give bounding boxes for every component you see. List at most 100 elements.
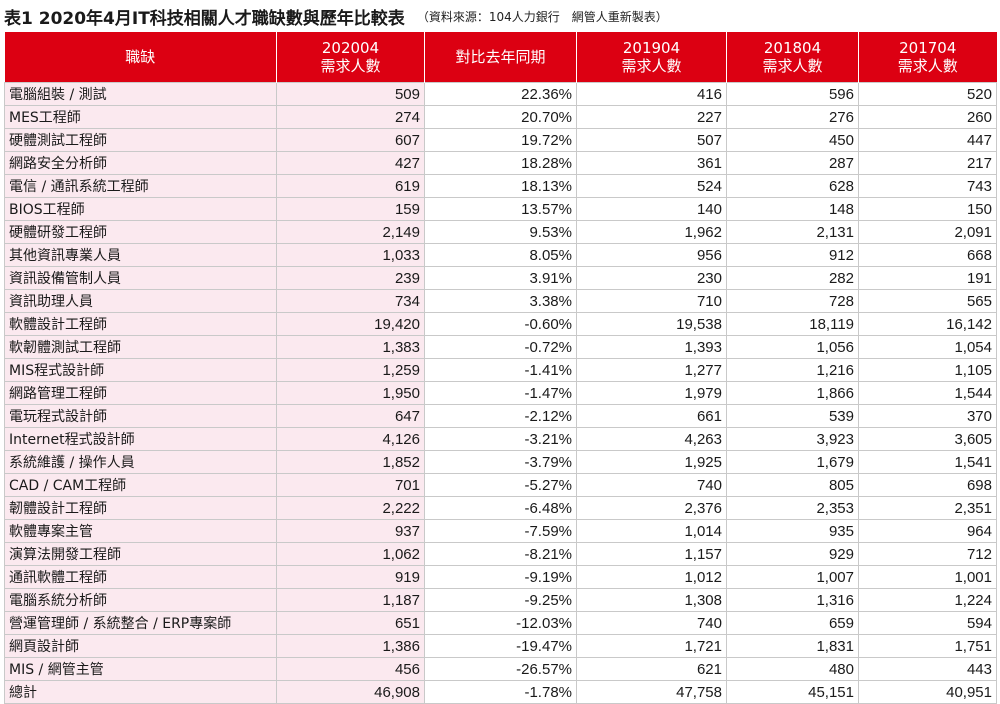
yoy-change-cell: -19.47% <box>424 634 577 658</box>
yoy-change-cell: 8.05% <box>424 243 577 267</box>
job-cell: MES工程師 <box>4 105 277 129</box>
demand-201704-cell: 40,951 <box>858 680 997 704</box>
job-cell: 軟韌體測試工程師 <box>4 335 277 359</box>
yoy-change-cell: 19.72% <box>424 128 577 152</box>
table-row: 資訊助理人員 734 3.38% 710 728 565 <box>4 289 997 313</box>
demand-201904-cell: 1,925 <box>576 450 727 474</box>
demand-201704-cell: 964 <box>858 519 997 543</box>
demand-201904-cell: 227 <box>576 105 727 129</box>
demand-201804-cell: 282 <box>726 266 859 290</box>
demand-202004-cell: 2,149 <box>276 220 425 244</box>
demand-202004-cell: 607 <box>276 128 425 152</box>
demand-202004-cell: 1,852 <box>276 450 425 474</box>
demand-201804-cell: 596 <box>726 82 859 106</box>
table-row: 軟韌體測試工程師 1,383 -0.72% 1,393 1,056 1,054 <box>4 335 997 359</box>
demand-202004-cell: 4,126 <box>276 427 425 451</box>
total-row: 總計 46,908 -1.78% 47,758 45,151 40,951 <box>4 680 997 704</box>
demand-201804-cell: 1,316 <box>726 588 859 612</box>
demand-201804-cell: 935 <box>726 519 859 543</box>
job-cell: CAD / CAM工程師 <box>4 473 277 497</box>
job-cell: MIS程式設計師 <box>4 358 277 382</box>
demand-201904-cell: 1,012 <box>576 565 727 589</box>
demand-202004-cell: 937 <box>276 519 425 543</box>
demand-201904-cell: 416 <box>576 82 727 106</box>
table-row: CAD / CAM工程師 701 -5.27% 740 805 698 <box>4 473 997 497</box>
col-header-202004: 202004 需求人數 <box>276 32 425 83</box>
demand-201704-cell: 2,091 <box>858 220 997 244</box>
demand-202004-cell: 1,259 <box>276 358 425 382</box>
header-row: 職缺 202004 需求人數 對比去年同期 201904 需求人數 201804 需求… <box>4 32 997 83</box>
job-cell: 系統維護 / 操作人員 <box>4 450 277 474</box>
yoy-change-cell: -26.57% <box>424 657 577 681</box>
demand-201804-cell: 628 <box>726 174 859 198</box>
demand-201904-cell: 956 <box>576 243 727 267</box>
demand-202004-cell: 1,187 <box>276 588 425 612</box>
demand-202004-cell: 19,420 <box>276 312 425 336</box>
demand-202004-cell: 427 <box>276 151 425 175</box>
table-row: Internet程式設計師 4,126 -3.21% 4,263 3,923 3,605 <box>4 427 997 451</box>
yoy-change-cell: 3.38% <box>424 289 577 313</box>
demand-201704-cell: 217 <box>858 151 997 175</box>
table-row: MIS程式設計師 1,259 -1.41% 1,277 1,216 1,105 <box>4 358 997 382</box>
demand-201904-cell: 2,376 <box>576 496 727 520</box>
demand-201904-cell: 621 <box>576 657 727 681</box>
yoy-change-cell: -0.60% <box>424 312 577 336</box>
demand-201704-cell: 3,605 <box>858 427 997 451</box>
demand-202004-cell: 619 <box>276 174 425 198</box>
table-title: 表1 2020年4月IT科技相關人才職缺數與歷年比較表 <box>4 8 405 29</box>
demand-201704-cell: 16,142 <box>858 312 997 336</box>
demand-201804-cell: 539 <box>726 404 859 428</box>
job-cell: 總計 <box>4 680 277 704</box>
demand-201804-cell: 728 <box>726 289 859 313</box>
title-bar: 表1 2020年4月IT科技相關人才職缺數與歷年比較表 （資料來源：104人力銀… <box>0 0 1000 32</box>
demand-201704-cell: 1,105 <box>858 358 997 382</box>
demand-201804-cell: 3,923 <box>726 427 859 451</box>
demand-201704-cell: 443 <box>858 657 997 681</box>
demand-202004-cell: 701 <box>276 473 425 497</box>
job-demand-table: 職缺 202004 需求人數 對比去年同期 201904 需求人數 201804 需求… <box>4 32 997 704</box>
demand-201804-cell: 148 <box>726 197 859 221</box>
demand-201704-cell: 260 <box>858 105 997 129</box>
demand-201904-cell: 710 <box>576 289 727 313</box>
table-row: 電玩程式設計師 647 -2.12% 661 539 370 <box>4 404 997 428</box>
table-row: MIS / 網管主管 456 -26.57% 621 480 443 <box>4 657 997 681</box>
demand-201904-cell: 740 <box>576 611 727 635</box>
demand-201704-cell: 370 <box>858 404 997 428</box>
demand-201904-cell: 1,277 <box>576 358 727 382</box>
yoy-change-cell: -1.78% <box>424 680 577 704</box>
demand-202004-cell: 509 <box>276 82 425 106</box>
yoy-change-cell: -12.03% <box>424 611 577 635</box>
table-row: 通訊軟體工程師 919 -9.19% 1,012 1,007 1,001 <box>4 565 997 589</box>
table-row: 網路安全分析師 427 18.28% 361 287 217 <box>4 151 997 175</box>
job-cell: 營運管理師 / 系統整合 / ERP專案師 <box>4 611 277 635</box>
demand-202004-cell: 46,908 <box>276 680 425 704</box>
table-row: 其他資訊專業人員 1,033 8.05% 956 912 668 <box>4 243 997 267</box>
yoy-change-cell: 3.91% <box>424 266 577 290</box>
yoy-change-cell: 22.36% <box>424 82 577 106</box>
table-row: 資訊設備管制人員 239 3.91% 230 282 191 <box>4 266 997 290</box>
job-cell: 網路管理工程師 <box>4 381 277 405</box>
table-row: 韌體設計工程師 2,222 -6.48% 2,376 2,353 2,351 <box>4 496 997 520</box>
demand-201904-cell: 524 <box>576 174 727 198</box>
table-row: 演算法開發工程師 1,062 -8.21% 1,157 929 712 <box>4 542 997 566</box>
demand-201804-cell: 2,353 <box>726 496 859 520</box>
demand-201904-cell: 1,157 <box>576 542 727 566</box>
demand-201904-cell: 1,308 <box>576 588 727 612</box>
demand-201704-cell: 565 <box>858 289 997 313</box>
yoy-change-cell: 18.13% <box>424 174 577 198</box>
demand-201804-cell: 18,119 <box>726 312 859 336</box>
demand-201704-cell: 191 <box>858 266 997 290</box>
demand-201704-cell: 698 <box>858 473 997 497</box>
demand-201904-cell: 4,263 <box>576 427 727 451</box>
table-source-note: （資料來源：104人力銀行 網管人重新製表） <box>416 9 668 24</box>
demand-201704-cell: 1,544 <box>858 381 997 405</box>
demand-201904-cell: 507 <box>576 128 727 152</box>
job-cell: 韌體設計工程師 <box>4 496 277 520</box>
job-cell: BIOS工程師 <box>4 197 277 221</box>
demand-201904-cell: 661 <box>576 404 727 428</box>
job-cell: 硬體測試工程師 <box>4 128 277 152</box>
demand-201704-cell: 743 <box>858 174 997 198</box>
table-row: MES工程師 274 20.70% 227 276 260 <box>4 105 997 129</box>
demand-201804-cell: 1,679 <box>726 450 859 474</box>
demand-201904-cell: 740 <box>576 473 727 497</box>
